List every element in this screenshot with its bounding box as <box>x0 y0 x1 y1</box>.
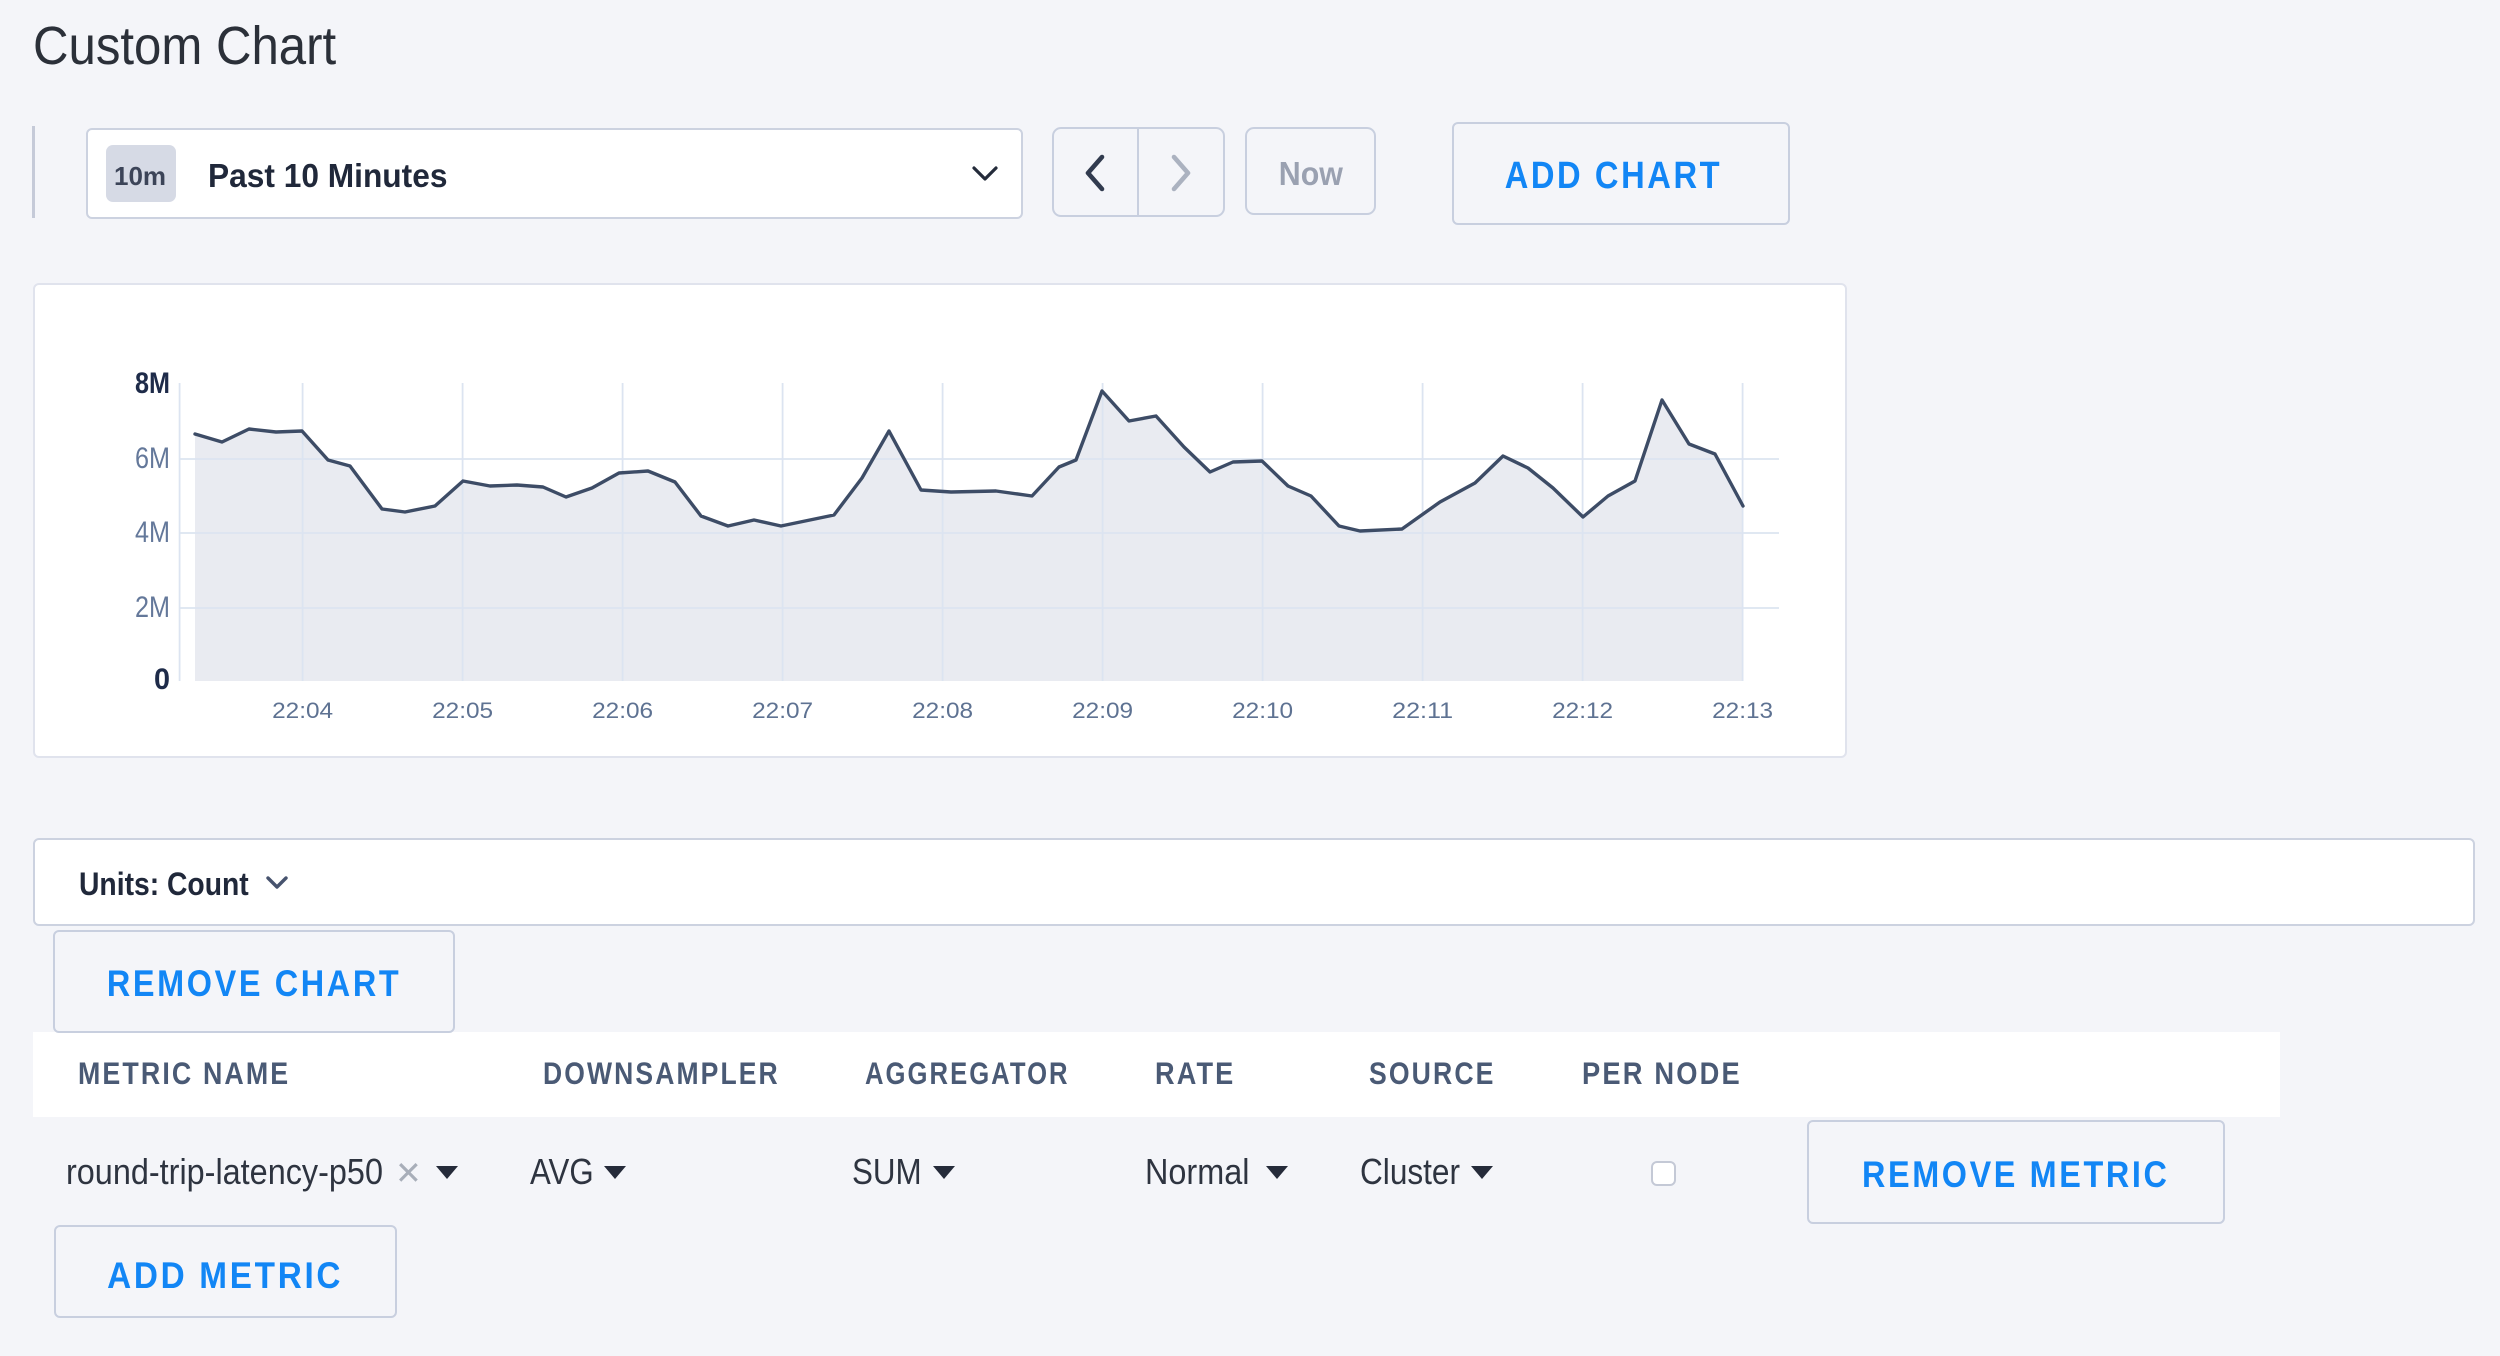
svg-text:22:12: 22:12 <box>1552 698 1613 723</box>
svg-text:22:06: 22:06 <box>592 698 653 723</box>
svg-text:22:11: 22:11 <box>1392 698 1453 723</box>
svg-text:22:05: 22:05 <box>432 698 493 723</box>
svg-text:22:09: 22:09 <box>1072 698 1133 723</box>
svg-text:22:08: 22:08 <box>912 698 973 723</box>
svg-text:0: 0 <box>154 663 170 696</box>
svg-text:22:13: 22:13 <box>1712 698 1773 723</box>
svg-text:6M: 6M <box>135 442 170 475</box>
svg-text:22:07: 22:07 <box>752 698 813 723</box>
svg-text:22:10: 22:10 <box>1232 698 1293 723</box>
svg-text:2M: 2M <box>135 591 170 624</box>
svg-text:8M: 8M <box>135 367 170 400</box>
svg-text:22:04: 22:04 <box>272 698 333 723</box>
svg-text:4M: 4M <box>135 516 170 549</box>
